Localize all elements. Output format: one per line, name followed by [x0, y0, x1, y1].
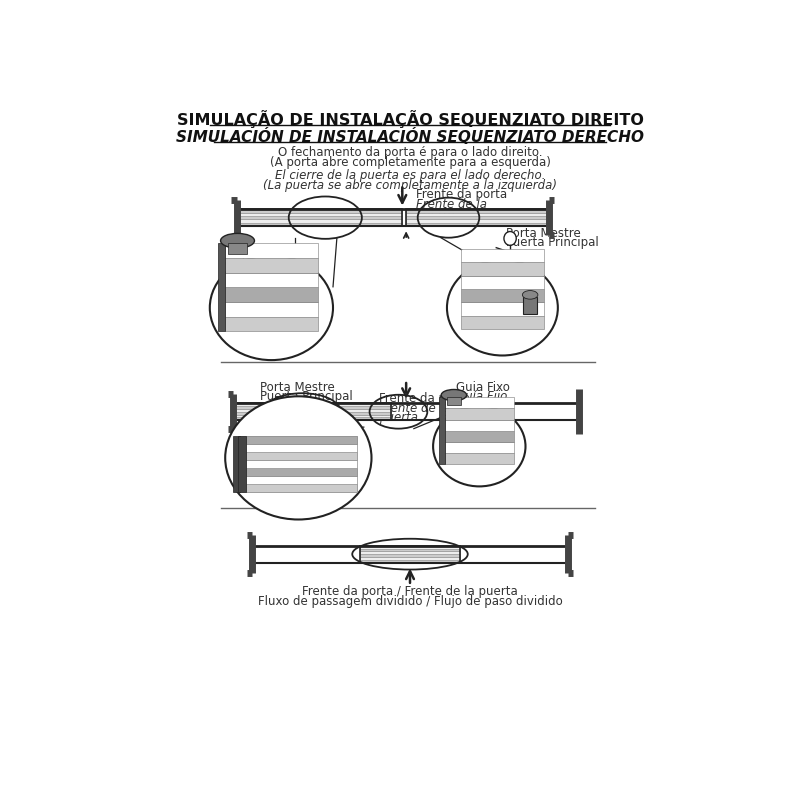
Text: Guia Fixo: Guia Fixo: [226, 258, 279, 270]
Bar: [233, 418, 390, 420]
Bar: [233, 409, 390, 412]
Text: Frente de la: Frente de la: [416, 198, 487, 210]
Bar: [237, 222, 402, 226]
Bar: [226, 287, 318, 302]
Ellipse shape: [441, 390, 466, 401]
Ellipse shape: [504, 231, 516, 246]
Bar: [246, 436, 357, 444]
Bar: [246, 476, 357, 484]
Bar: [445, 442, 514, 453]
Text: Porta Mestre: Porta Mestre: [506, 227, 581, 240]
Text: (La puerta se abre completamente a la izquierda): (La puerta se abre completamente a la iz…: [263, 179, 557, 192]
Bar: [439, 397, 445, 464]
Bar: [447, 397, 461, 405]
Ellipse shape: [226, 396, 371, 519]
Bar: [240, 452, 357, 460]
Bar: [226, 273, 318, 287]
Text: (A porta abre completamente para a esquerda): (A porta abre completamente para a esque…: [270, 157, 550, 170]
Bar: [461, 289, 544, 302]
Text: Porta Mestre: Porta Mestre: [260, 381, 334, 394]
Bar: [226, 317, 318, 331]
Bar: [461, 316, 544, 330]
Text: SIMULACIÓN DE INSTALACIÓN SEQUENZIATO DERECHO: SIMULACIÓN DE INSTALACIÓN SEQUENZIATO DE…: [176, 127, 644, 145]
Bar: [233, 436, 240, 492]
Ellipse shape: [447, 260, 558, 355]
Bar: [523, 298, 538, 314]
Bar: [406, 209, 549, 213]
Bar: [226, 302, 318, 317]
Bar: [445, 419, 514, 430]
Text: El cierre de la puerta es para el lado derecho.: El cierre de la puerta es para el lado d…: [274, 169, 546, 182]
Text: Puerta Principal: Puerta Principal: [506, 236, 599, 249]
Bar: [233, 403, 390, 420]
Bar: [445, 408, 514, 419]
Bar: [406, 219, 549, 222]
Bar: [240, 468, 357, 476]
Bar: [445, 430, 514, 442]
Bar: [246, 444, 357, 452]
Bar: [233, 406, 390, 409]
Bar: [461, 276, 544, 289]
Text: Puerta Principal: Puerta Principal: [260, 390, 353, 403]
Bar: [237, 216, 402, 219]
Bar: [233, 412, 390, 414]
Bar: [240, 484, 357, 492]
Bar: [246, 452, 357, 460]
Text: Frente de la: Frente de la: [379, 402, 450, 414]
Bar: [240, 444, 357, 452]
Ellipse shape: [221, 234, 254, 248]
Bar: [360, 546, 460, 549]
Bar: [406, 213, 549, 216]
Bar: [246, 468, 357, 476]
Text: Fluxo de passagem dividido / Flujo de paso dividido: Fluxo de passagem dividido / Flujo de pa…: [258, 595, 562, 608]
Bar: [360, 551, 460, 554]
Bar: [218, 243, 226, 331]
Bar: [233, 414, 390, 418]
Text: Frente da porta: Frente da porta: [379, 393, 470, 406]
Bar: [360, 560, 460, 562]
Bar: [360, 546, 460, 562]
Bar: [237, 209, 402, 226]
Bar: [406, 209, 549, 226]
Bar: [238, 436, 246, 492]
Bar: [228, 243, 246, 254]
Bar: [237, 219, 402, 222]
Bar: [360, 549, 460, 551]
Bar: [246, 484, 357, 492]
Text: SIMULAÇÃO DE INSTALAÇÃO SEQUENZIATO DIREITO: SIMULAÇÃO DE INSTALAÇÃO SEQUENZIATO DIRE…: [177, 110, 643, 128]
Text: Guia Fixo: Guia Fixo: [456, 381, 510, 394]
Text: Frente da porta / Frente de la puerta: Frente da porta / Frente de la puerta: [302, 585, 518, 598]
Bar: [445, 453, 514, 464]
Text: puerta: puerta: [416, 206, 455, 219]
Bar: [237, 213, 402, 216]
Bar: [461, 262, 544, 276]
Bar: [240, 460, 357, 468]
Bar: [360, 557, 460, 560]
Bar: [360, 554, 460, 557]
Bar: [406, 222, 549, 226]
Bar: [233, 403, 390, 406]
Text: Guía Fijo: Guía Fijo: [456, 390, 507, 403]
Bar: [226, 258, 318, 273]
Bar: [406, 216, 549, 219]
Bar: [461, 302, 544, 316]
Ellipse shape: [210, 255, 333, 360]
Bar: [461, 249, 544, 262]
Text: O fechamento da porta é para o lado direito.: O fechamento da porta é para o lado dire…: [278, 146, 542, 159]
Bar: [237, 209, 402, 213]
Bar: [240, 476, 357, 484]
Text: puerta: puerta: [379, 411, 418, 424]
Bar: [226, 243, 318, 258]
Bar: [240, 436, 357, 444]
Ellipse shape: [522, 290, 538, 299]
Text: Guía Fijo: Guía Fijo: [226, 267, 277, 280]
Bar: [445, 397, 514, 408]
Ellipse shape: [433, 406, 526, 486]
Bar: [246, 460, 357, 468]
Text: Frente da porta: Frente da porta: [416, 188, 507, 202]
